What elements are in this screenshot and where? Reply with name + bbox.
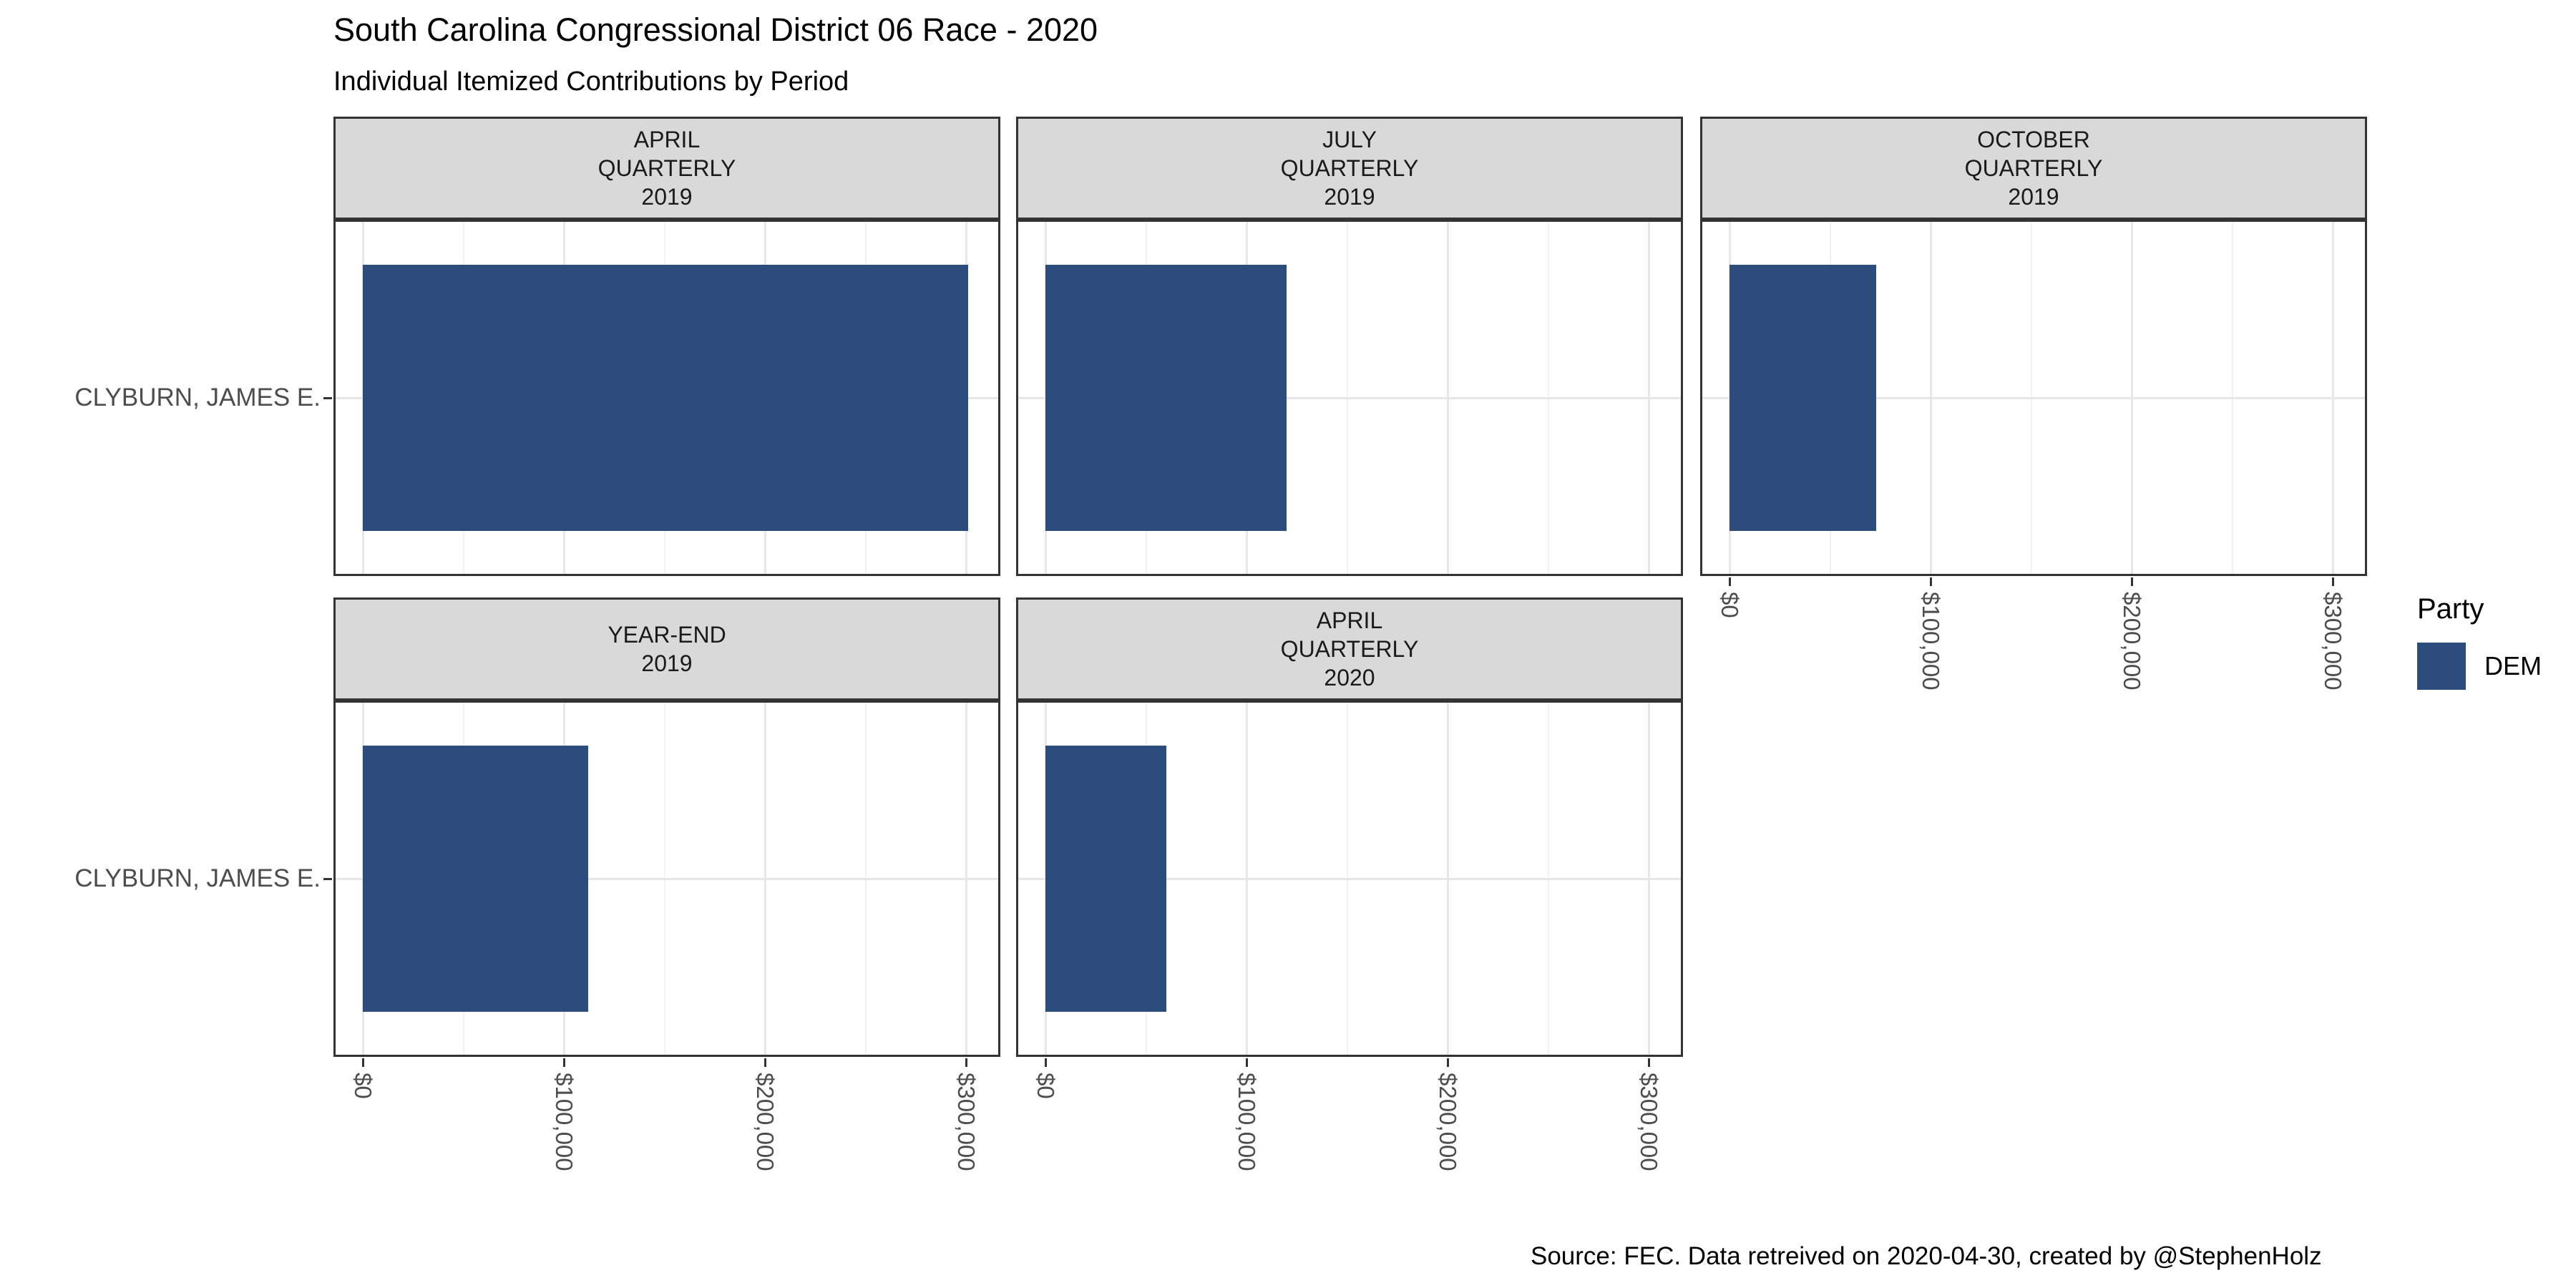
facet-strip-label: 2019 <box>1324 184 1375 210</box>
x-axis-tick-label-text: $200,000 <box>1435 1073 1461 1171</box>
x-axis-tick-label: $100,000 <box>1918 592 2041 691</box>
x-axis-tick-label-text: $100,000 <box>1234 1073 1260 1171</box>
facet-strip-label: YEAR-END <box>608 622 726 648</box>
facet-strip-label: APRIL <box>633 127 701 152</box>
x-axis-tick-label-text: $200,000 <box>2119 592 2145 691</box>
bar-dem <box>363 746 588 1012</box>
facet-strip-label: OCTOBER <box>1977 127 2090 152</box>
x-axis-tick-label: $0 <box>1717 592 1768 618</box>
x-axis-tick-label-text: $0 <box>1717 592 1743 618</box>
x-axis-tick-label: $200,000 <box>1435 1073 1558 1171</box>
x-axis-tick <box>2130 577 2133 586</box>
x-axis-tick-label: $300,000 <box>1636 1073 1760 1171</box>
bar-dem <box>363 265 968 531</box>
facet-panel <box>333 220 1000 576</box>
bar-dem <box>1729 265 1876 531</box>
facet-strip: APRIL QUARTERLY 2019 <box>333 117 1000 220</box>
x-axis-tick <box>763 1058 766 1067</box>
legend-item-dem: DEM <box>2417 643 2542 690</box>
legend-swatch-dem-icon <box>2417 643 2466 690</box>
x-axis-tick-label: $100,000 <box>1234 1073 1357 1171</box>
chart-caption: Source: FEC. Data retreived on 2020-04-3… <box>1531 1242 2322 1270</box>
bar-dem <box>1045 746 1166 1012</box>
x-axis-tick <box>1929 577 1932 586</box>
x-axis-tick <box>562 1058 565 1067</box>
facet-strip-label: 2019 <box>641 184 693 210</box>
y-axis-category-label: CLYBURN, JAMES E. <box>74 384 321 411</box>
facet-strip: YEAR-END 2019 <box>333 597 1000 701</box>
facet-panel <box>1700 220 2367 576</box>
bar-dem <box>1045 265 1287 531</box>
facet-panel <box>1016 220 1683 576</box>
y-axis-tick <box>323 396 332 399</box>
x-axis-tick-label-text: $300,000 <box>1636 1073 1662 1171</box>
facet-strip-label: 2019 <box>641 650 693 676</box>
x-axis-tick-label-text: $100,000 <box>551 1073 577 1171</box>
x-axis-tick-label-text: $300,000 <box>2320 592 2346 691</box>
gridline-horizontal <box>1018 877 1681 880</box>
legend-title: Party <box>2417 593 2484 625</box>
x-axis-tick-label: $0 <box>350 1073 401 1099</box>
facet-strip-label: QUARTERLY <box>597 155 736 181</box>
y-axis-tick <box>323 877 332 880</box>
x-axis-tick <box>1044 1058 1047 1067</box>
x-axis-tick-label-text: $0 <box>350 1073 376 1099</box>
x-axis-tick <box>1446 1058 1449 1067</box>
facet-strip: APRIL QUARTERLY 2020 <box>1016 597 1683 701</box>
facet-strip-label: 2019 <box>2008 184 2059 210</box>
x-axis-tick <box>1647 1058 1650 1067</box>
chart-subtitle: Individual Itemized Contributions by Per… <box>333 67 849 97</box>
facet-panel <box>333 701 1000 1057</box>
facet-panel <box>1016 701 1683 1057</box>
x-axis-tick-label-text: $100,000 <box>1918 592 1944 691</box>
facet-strip-label: QUARTERLY <box>1964 155 2103 181</box>
legend-label: DEM <box>2484 651 2542 680</box>
x-axis-tick-label-text: $0 <box>1033 1073 1059 1099</box>
facet-strip: JULY QUARTERLY 2019 <box>1016 117 1683 220</box>
x-axis-tick <box>965 1058 967 1067</box>
x-axis-tick <box>361 1058 364 1067</box>
x-axis-tick <box>1245 1058 1248 1067</box>
chart-title: South Carolina Congressional District 06… <box>333 11 1098 48</box>
facet-strip-label: QUARTERLY <box>1280 636 1419 662</box>
facet-strip: OCTOBER QUARTERLY 2019 <box>1700 117 2367 220</box>
x-axis-tick-label: $200,000 <box>2119 592 2243 691</box>
x-axis-tick-label: $200,000 <box>752 1073 876 1171</box>
gridline-horizontal <box>336 877 998 880</box>
x-axis-tick <box>2331 577 2334 586</box>
x-axis-tick <box>1728 577 1731 586</box>
legend: Party DEM <box>2417 592 2542 690</box>
facet-strip-label: JULY <box>1322 127 1377 152</box>
x-axis-tick-label-text: $200,000 <box>752 1073 779 1171</box>
x-axis-tick-label: $100,000 <box>551 1073 675 1171</box>
y-axis-category-label: CLYBURN, JAMES E. <box>74 864 321 892</box>
facet-strip-label: QUARTERLY <box>1280 155 1419 181</box>
gridline-horizontal <box>1702 396 2365 399</box>
facet-strip-label: APRIL <box>1316 608 1383 633</box>
facet-strip-label: 2020 <box>1324 665 1375 691</box>
gridline-horizontal <box>1018 396 1681 399</box>
x-axis-tick-label-text: $300,000 <box>953 1073 980 1171</box>
x-axis-tick-label: $0 <box>1033 1073 1084 1099</box>
